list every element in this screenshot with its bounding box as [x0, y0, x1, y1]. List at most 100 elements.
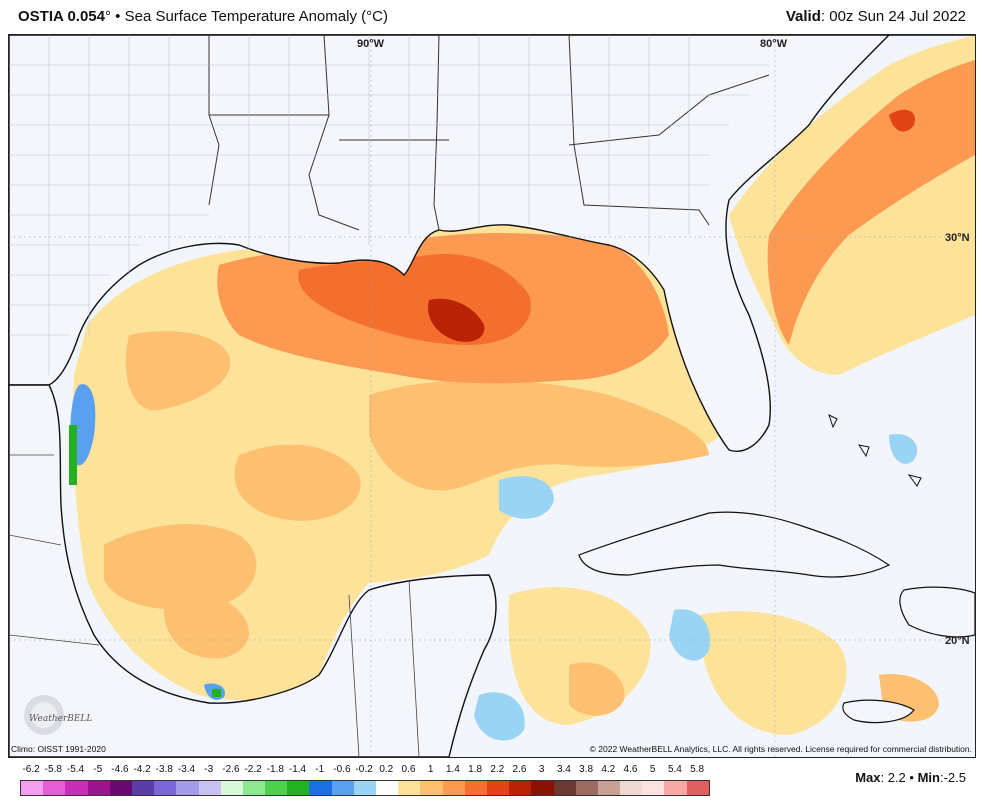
legend-tick-label: 4.2	[601, 764, 616, 775]
legend-tick-label: -4.2	[133, 764, 151, 775]
chart-title: OSTIA 0.054° • Sea Surface Temperature A…	[18, 0, 388, 34]
max-value: : 2.2	[880, 770, 906, 785]
legend-swatch	[154, 781, 177, 795]
logo-text: WeatherBELL	[29, 714, 92, 724]
stats-separator: •	[909, 770, 914, 785]
legend-tick-label: 1.8	[468, 764, 483, 775]
min-value: :-2.5	[939, 770, 966, 785]
legend-swatch	[420, 781, 443, 795]
caribbean-orange-1	[569, 662, 625, 716]
valid-label: Valid	[785, 8, 821, 25]
lon-label-90w: 90°W	[357, 38, 385, 50]
legend-tick-label: 2.6	[512, 764, 527, 775]
state-borders	[208, 35, 770, 231]
copyright-text: © 2022 WeatherBELL Analytics, LLC. All r…	[590, 744, 972, 754]
legend-tick-label: -4.6	[111, 764, 129, 775]
legend-swatch	[620, 781, 643, 795]
legend-tick-label: -0.2	[355, 764, 373, 775]
texas-coast-green	[69, 425, 77, 485]
northern-gulf-anomaly-2p2	[428, 298, 485, 342]
campeche-green	[212, 689, 221, 697]
title-bullet: •	[115, 8, 121, 25]
legend-tick-label: -3	[204, 764, 214, 775]
legend-swatch	[176, 781, 199, 795]
legend-swatch	[287, 781, 310, 795]
legend-tick-label: -1.4	[288, 764, 307, 775]
min-label: Min	[917, 770, 940, 785]
cool-patch-1	[499, 476, 554, 519]
legend-swatch	[509, 781, 532, 795]
legend-tick-label: -0.6	[333, 764, 351, 775]
legend-tick-label: 3.8	[579, 764, 594, 775]
legend-tick-label: 3	[538, 764, 545, 775]
legend-swatch	[198, 781, 221, 795]
legend-swatch	[43, 781, 66, 795]
max-label: Max	[855, 770, 881, 785]
legend-swatch	[309, 781, 332, 795]
legend-tick-label: -1.8	[266, 764, 284, 775]
lat-label-20n: 20°N	[945, 635, 970, 647]
mexico-borders	[9, 454, 420, 757]
legend-swatch	[21, 781, 44, 795]
legend-tick-label: -5.8	[44, 764, 62, 775]
legend-tick-labels: -6.2 -5.8 -5.4 -5 -4.6 -4.2 -3.8 -3.4 -3 -2.6 -2.2…	[20, 764, 710, 778]
legend-swatch	[531, 781, 554, 795]
color-legend: -6.2 -5.8 -5.4 -5 -4.6 -4.2 -3.8 -3.4 -3 -2.6 -2.2…	[20, 764, 710, 804]
legend-swatch	[553, 781, 576, 795]
legend-tick-label: 1	[427, 764, 434, 775]
cool-patch-2	[669, 609, 710, 661]
land-us-southeast	[9, 35, 975, 452]
map-panel: 90°W 80°W 30°N 20°N WeatherBELL Climo: O…	[8, 34, 976, 758]
caribbean-yellow-2	[699, 611, 847, 735]
legend-tick-label: -3.4	[177, 764, 196, 775]
cool-patch-4	[889, 434, 918, 464]
degree-symbol: °	[104, 8, 111, 25]
legend-tick-label: -5	[93, 764, 103, 775]
title-text: Sea Surface Temperature Anomaly (	[124, 8, 367, 25]
atlantic-warm-peak	[889, 109, 915, 132]
legend-tick-label: 5	[649, 764, 656, 775]
land-mexico	[9, 384, 497, 757]
cool-patch-3	[474, 692, 525, 741]
legend-tick-label: 5.4	[667, 764, 682, 775]
title-close: )	[382, 8, 388, 25]
legend-color-bar	[20, 780, 710, 796]
graticule	[9, 35, 975, 757]
legend-swatch	[442, 781, 465, 795]
sst-anomaly-map: 90°W 80°W 30°N 20°N WeatherBELL Climo: O…	[9, 35, 975, 757]
legend-swatch	[575, 781, 598, 795]
product-name: OSTIA 0.054	[18, 8, 105, 25]
legend-swatch	[242, 781, 266, 795]
legend-tick-label: 2.2	[490, 764, 505, 775]
legend-tick-label: 4.6	[623, 764, 638, 775]
title-unit: °C	[366, 8, 383, 25]
legend-swatch	[664, 781, 687, 795]
southwest-gulf-orange	[164, 592, 249, 659]
legend-tick-label: 1.4	[445, 764, 460, 775]
legend-swatch	[642, 781, 665, 795]
legend-swatch	[220, 781, 243, 795]
land-jamaica	[842, 699, 915, 724]
legend-swatch	[464, 781, 487, 795]
legend-swatch	[597, 781, 621, 795]
western-gulf-orange	[125, 331, 231, 411]
land-bahamas	[828, 414, 922, 487]
lat-label-30n: 30°N	[945, 232, 970, 244]
legend-swatch	[353, 781, 376, 795]
legend-tick-label: -6.2	[22, 764, 40, 775]
legend-swatch	[331, 781, 354, 795]
central-gulf-orange	[234, 444, 361, 521]
valid-time: Valid: 00z Sun 24 Jul 2022	[786, 0, 966, 34]
legend-swatch	[376, 781, 399, 795]
western-gulf-orange-2	[104, 524, 257, 610]
legend-tick-label: 3.4	[556, 764, 571, 775]
land-cuba	[578, 511, 891, 578]
atlantic-warm-core	[767, 60, 975, 345]
legend-tick-label: 0.2	[379, 764, 394, 775]
county-grid	[9, 35, 769, 375]
legend-tick-label: -2.2	[244, 764, 262, 775]
legend-tick-label: 5.8	[690, 764, 705, 775]
legend-swatch	[265, 781, 288, 795]
legend-swatch	[486, 781, 510, 795]
weatherbell-logo: WeatherBELL	[24, 695, 92, 735]
